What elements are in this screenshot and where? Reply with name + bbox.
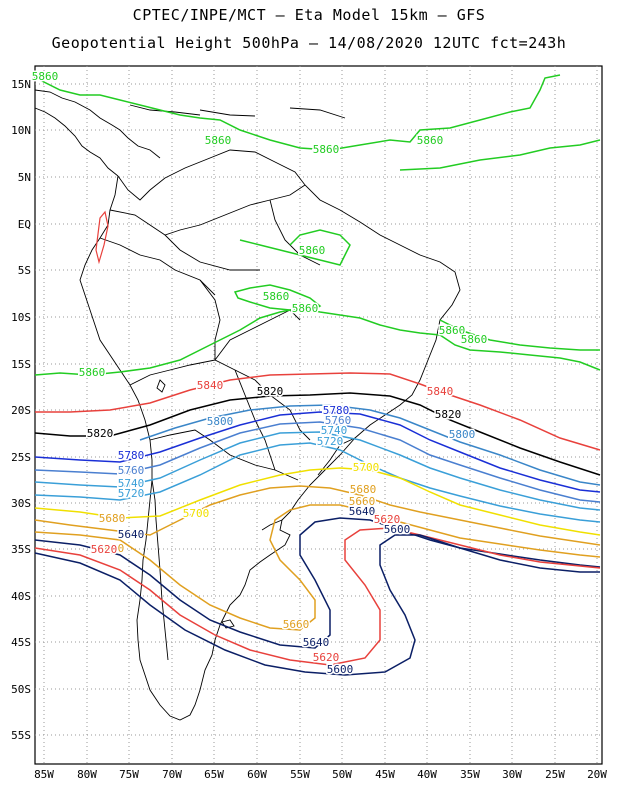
contour-label-5860: 5860 (292, 302, 319, 315)
contour-label-5860: 5860 (417, 134, 444, 147)
lon-tick-label: 20W (587, 768, 607, 781)
contours (34, 74, 601, 676)
lon-tick-label: 85W (34, 768, 54, 781)
lon-tick-label: 35W (460, 768, 480, 781)
lon-tick-label: 50W (332, 768, 352, 781)
lon-tick-label: 25W (545, 768, 565, 781)
lon-tick-label: 65W (204, 768, 224, 781)
contour-label-5820: 5820 (87, 427, 114, 440)
lat-tick-label: 25S (11, 451, 31, 464)
lat-tick-label: 10S (11, 311, 31, 324)
contour-label-5740: 5740 (118, 477, 145, 490)
contour-5860 (399, 139, 601, 171)
contour-5860 (233, 284, 322, 313)
contour-label-5720: 5720 (317, 435, 344, 448)
contour-5700 (34, 467, 601, 536)
contour-label-5820: 5820 (435, 408, 462, 421)
contour-5860 (34, 74, 561, 151)
lat-tick-label: 15S (11, 358, 31, 371)
contour-label-5660: 5660 (349, 495, 376, 508)
contour-label-5760: 5760 (118, 464, 145, 477)
lat-tick-label: 55S (11, 729, 31, 742)
lat-tick-label: 15N (11, 78, 31, 91)
contour-label-5760: 5760 (325, 414, 352, 427)
contour-label-5660: 5660 (98, 542, 125, 555)
contour-5660 (34, 504, 601, 631)
contour-label-5860: 5860 (205, 134, 232, 147)
lat-tick-label: 50S (11, 683, 31, 696)
contour-label-5700: 5700 (353, 461, 380, 474)
lat-tick-label: 5S (18, 264, 31, 277)
contour-label-5640: 5640 (118, 528, 145, 541)
contour-5640 (34, 517, 601, 649)
contour-label-5740: 5740 (321, 424, 348, 437)
contour-5840 (35, 372, 601, 451)
map-title-line2: Geopotential Height 500hPa – 14/08/2020 … (51, 34, 567, 52)
contour-label-5600: 5600 (384, 523, 411, 536)
lon-tick-label: 55W (290, 768, 310, 781)
lon-tick-label: 30W (502, 768, 522, 781)
contour-5860 (439, 319, 600, 351)
lat-tick-label: 35S (11, 543, 31, 556)
highlight-region (95, 210, 109, 265)
contour-label-5620: 5620 (374, 513, 401, 526)
lat-tick-label: EQ (18, 218, 31, 231)
contour-5620 (34, 527, 601, 666)
contour-5760 (34, 421, 601, 503)
contour-label-5780: 5780 (323, 404, 350, 417)
lat-tick-label: 5N (18, 171, 31, 184)
contour-5720 (34, 442, 601, 523)
contour-label-5620: 5620 (91, 543, 118, 556)
contour-label-5700: 5700 (183, 507, 210, 520)
lon-tick-label: 60W (247, 768, 267, 781)
contour-label-5680: 5680 (99, 512, 126, 525)
contour-label-5860: 5860 (299, 244, 326, 257)
contour-label-5800: 5800 (207, 415, 234, 428)
contour-5860 (34, 307, 601, 376)
lon-tick-label: 75W (119, 768, 139, 781)
contour-5680 (34, 485, 601, 546)
lon-tick-label: 40W (417, 768, 437, 781)
lon-tick-label: 45W (375, 768, 395, 781)
lat-tick-label: 20S (11, 404, 31, 417)
map-title-line1: CPTEC/INPE/MCT – Eta Model 15km – GFS (132, 6, 486, 24)
lon-tick-label: 70W (162, 768, 182, 781)
contour-5800 (139, 404, 601, 486)
contour-label-5780: 5780 (118, 449, 145, 462)
lon-tick-label: 80W (77, 768, 97, 781)
contour-label-5840: 5840 (197, 379, 224, 392)
contour-label-5640: 5640 (303, 636, 330, 649)
contour-5740 (34, 431, 601, 511)
lat-tick-label: 45S (11, 636, 31, 649)
contour-5600 (34, 534, 600, 676)
contour-label-5600: 5600 (327, 663, 354, 676)
contour-5780 (34, 411, 601, 493)
lat-tick-label: 10N (11, 124, 31, 137)
contour-label-5720: 5720 (118, 487, 145, 500)
contour-label-5680: 5680 (350, 483, 377, 496)
contour-label-5660: 5660 (283, 618, 310, 631)
contour-5820 (34, 392, 601, 476)
contour-label-5860: 5860 (313, 143, 340, 156)
contour-label-5620: 5620 (313, 651, 340, 664)
contour-label-5860: 5860 (461, 333, 488, 346)
contour-5860 (239, 229, 351, 266)
lat-tick-label: 30S (11, 497, 31, 510)
contour-label-5860: 5860 (263, 290, 290, 303)
contour-label-5860: 5860 (32, 70, 59, 83)
contour-label-5640: 5640 (349, 505, 376, 518)
contour-label-5860: 5860 (439, 324, 466, 337)
contour-label-5840: 5840 (427, 385, 454, 398)
lat-tick-label: 40S (11, 590, 31, 603)
contour-label-5800: 5800 (449, 428, 476, 441)
contour-label-5860: 5860 (79, 366, 106, 379)
contour-label-5820: 5820 (257, 385, 284, 398)
